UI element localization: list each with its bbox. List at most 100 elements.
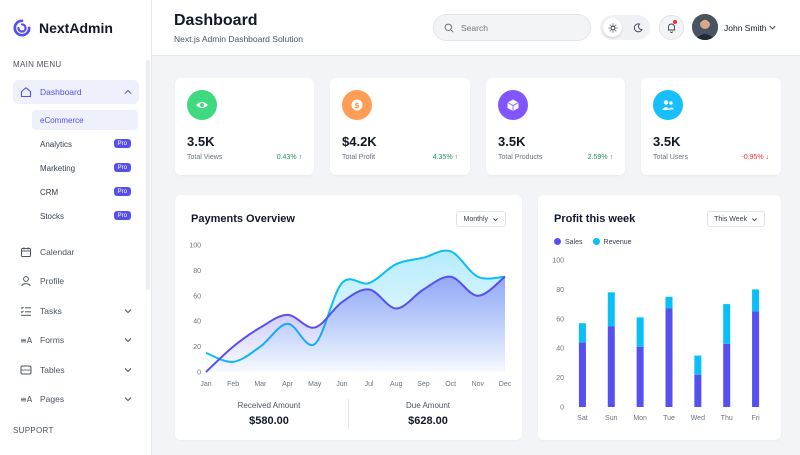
stat-value: 3.5K bbox=[187, 134, 215, 149]
x-tick-label: Sun bbox=[605, 415, 618, 422]
avatar[interactable] bbox=[692, 14, 718, 40]
stat-label: Total Views bbox=[187, 154, 223, 161]
x-tick-label: Feb bbox=[227, 381, 239, 388]
sidebar-subitem-marketing[interactable]: Marketing Pro bbox=[32, 158, 138, 178]
x-tick-label: Oct bbox=[445, 381, 456, 388]
legend-label: Revenue bbox=[603, 239, 632, 246]
revenue-bar bbox=[665, 296, 673, 309]
x-tick-label: Sep bbox=[417, 381, 430, 388]
sidebar-item-dashboard[interactable]: Dashboard bbox=[13, 80, 139, 104]
x-tick-label: Mar bbox=[254, 381, 267, 388]
revenue-bar bbox=[752, 289, 760, 312]
notification-button[interactable] bbox=[659, 15, 684, 40]
tasks-icon bbox=[20, 305, 32, 317]
x-tick-label: Jul bbox=[365, 381, 374, 388]
received-amount-value: $580.00 bbox=[249, 415, 289, 427]
x-tick-label: Jan bbox=[200, 381, 211, 388]
sidebar-subitem-stocks[interactable]: Stocks Pro bbox=[32, 206, 138, 226]
y-tick-label: 0 bbox=[197, 370, 201, 377]
chart-legend: Sales Revenue bbox=[554, 238, 632, 246]
pro-badge: Pro bbox=[113, 187, 131, 196]
box-icon bbox=[498, 90, 528, 120]
header: Dashboard Next.js Admin Dashboard Soluti… bbox=[152, 0, 800, 56]
stat-change: 2.59% ↑ bbox=[587, 154, 613, 161]
support-title: SUPPORT bbox=[13, 426, 54, 435]
sidebar-item-tables[interactable]: Tables bbox=[13, 358, 139, 382]
user-icon bbox=[20, 275, 32, 287]
sidebar-item-tasks[interactable]: Tasks bbox=[13, 299, 139, 323]
search-input[interactable] bbox=[461, 22, 581, 33]
revenue-bar bbox=[578, 323, 586, 343]
sidebar-subitem-ecommerce[interactable]: eCommerce bbox=[32, 110, 138, 130]
sales-bar bbox=[607, 326, 615, 407]
x-tick-label: Wed bbox=[691, 415, 705, 422]
svg-text:≡A: ≡A bbox=[20, 336, 32, 345]
calendar-icon bbox=[20, 246, 32, 258]
sales-bar bbox=[665, 308, 673, 407]
avatar-image bbox=[692, 14, 718, 40]
chevron-down-icon[interactable] bbox=[768, 23, 777, 32]
svg-text:$: $ bbox=[354, 101, 360, 110]
logo-text: NextAdmin bbox=[39, 20, 113, 36]
legend-revenue[interactable]: Revenue bbox=[592, 238, 632, 246]
sidebar-subitem-label: Analytics bbox=[40, 139, 73, 149]
y-tick-label: 80 bbox=[193, 268, 201, 275]
card-title: Profit this week bbox=[554, 213, 636, 225]
x-tick-label: Thu bbox=[721, 415, 733, 422]
period-dropdown[interactable]: Monthly bbox=[456, 211, 506, 227]
sidebar-subitem-crm[interactable]: CRM Pro bbox=[32, 182, 138, 202]
sidebar-subitem-analytics[interactable]: Analytics Pro bbox=[32, 134, 138, 154]
x-tick-label: Sat bbox=[577, 415, 588, 422]
y-tick-label: 40 bbox=[193, 319, 201, 326]
pro-badge: Pro bbox=[113, 163, 131, 172]
card-title: Payments Overview bbox=[191, 213, 295, 225]
profit-bar-chart: 0 20 40 60 80 100 Sat Sun Mon Tue Wed Thu Fri bbox=[552, 258, 760, 423]
users-icon bbox=[653, 90, 683, 120]
sidebar-item-calendar[interactable]: Calendar bbox=[13, 240, 139, 264]
stat-change: 4.35% ↑ bbox=[432, 154, 458, 161]
sidebar-item-label: Forms bbox=[40, 335, 65, 345]
stat-change: 0.43% ↑ bbox=[276, 154, 302, 161]
dark-mode-button[interactable] bbox=[628, 18, 647, 37]
chevron-down-icon bbox=[124, 338, 132, 343]
stat-card-products: 3.5K Total Products 2.59% ↑ bbox=[486, 78, 625, 175]
user-name[interactable]: John Smith bbox=[724, 23, 767, 33]
y-tick-label: 0 bbox=[560, 405, 564, 412]
sidebar-item-forms[interactable]: ≡A Forms bbox=[13, 328, 139, 352]
pro-badge: Pro bbox=[113, 139, 131, 148]
sidebar-scrollbar[interactable] bbox=[146, 60, 150, 290]
series-line bbox=[205, 275, 506, 373]
x-tick-label: May bbox=[308, 381, 322, 388]
stat-card-profit: $ $4.2K Total Profit 4.35% ↑ bbox=[330, 78, 470, 175]
eye-icon bbox=[187, 90, 217, 120]
logo[interactable]: NextAdmin bbox=[13, 19, 113, 37]
light-mode-button[interactable] bbox=[603, 18, 622, 37]
pro-badge: Pro bbox=[113, 211, 131, 220]
week-dropdown[interactable]: This Week bbox=[707, 211, 765, 227]
search-box[interactable] bbox=[433, 14, 591, 41]
sidebar-subitem-label: eCommerce bbox=[40, 115, 84, 125]
pages-icon: ≡A bbox=[20, 393, 32, 405]
theme-toggle[interactable] bbox=[600, 15, 650, 40]
search-icon bbox=[444, 23, 454, 33]
chevron-down-icon bbox=[124, 368, 132, 373]
sales-bar bbox=[694, 374, 702, 407]
y-tick-label: 60 bbox=[556, 316, 564, 323]
x-tick-label: Tue bbox=[663, 415, 675, 422]
sidebar-subitem-label: CRM bbox=[40, 187, 59, 197]
stat-value: 3.5K bbox=[653, 134, 681, 149]
legend-sales[interactable]: Sales bbox=[554, 238, 583, 246]
sidebar-item-label: Dashboard bbox=[40, 87, 82, 97]
sidebar-item-pages[interactable]: ≡A Pages bbox=[13, 387, 139, 411]
moon-icon bbox=[633, 22, 643, 32]
sidebar-item-profile[interactable]: Profile bbox=[13, 269, 139, 293]
profit-week-card: Profit this week This Week Sales Revenue… bbox=[538, 195, 781, 440]
x-tick-label: Fri bbox=[751, 415, 760, 422]
y-tick-label: 80 bbox=[556, 287, 564, 294]
y-tick-label: 100 bbox=[189, 243, 201, 250]
bell-icon bbox=[667, 23, 676, 33]
sales-bar bbox=[723, 343, 731, 407]
chevron-down-icon bbox=[124, 309, 132, 314]
revenue-bar bbox=[607, 292, 615, 327]
x-tick-label: Mon bbox=[633, 415, 647, 422]
